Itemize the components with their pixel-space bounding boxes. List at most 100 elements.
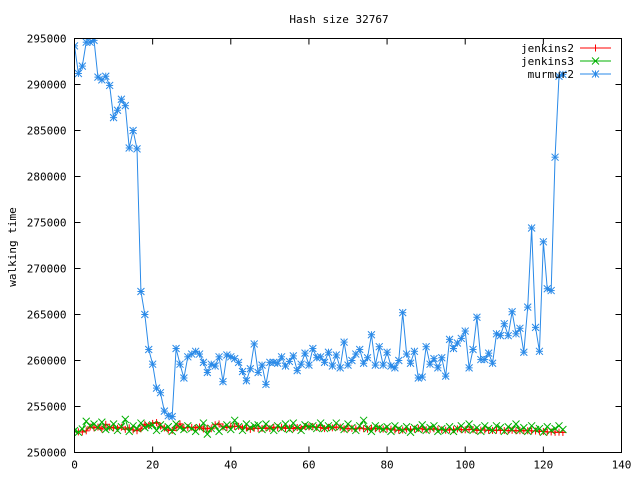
data-point-jenkins3: [391, 421, 399, 430]
data-point-jenkins3: [266, 423, 274, 432]
data-point-murmur2: [465, 364, 473, 372]
data-point-jenkins3: [148, 421, 157, 429]
y-tick-label: 280000: [27, 171, 67, 184]
data-point-murmur2: [379, 361, 388, 369]
data-point-jenkins3: [426, 423, 434, 432]
x-tick-label: 40: [224, 459, 237, 472]
y-tick-label: 285000: [27, 125, 67, 138]
data-point-murmur2: [406, 359, 415, 368]
data-point-murmur2: [523, 303, 532, 311]
data-point-murmur2: [246, 364, 255, 373]
data-point-murmur2: [367, 330, 376, 339]
data-point-jenkins3: [348, 423, 356, 432]
data-point-jenkins3: [551, 424, 559, 433]
data-point-murmur2: [348, 356, 356, 365]
data-point-jenkins3: [121, 415, 130, 424]
data-point-jenkins3: [410, 423, 419, 432]
data-point-murmur2: [422, 342, 430, 351]
data-point-murmur2: [434, 364, 442, 372]
data-point-jenkins3: [281, 420, 290, 428]
data-point-jenkins3: [523, 427, 532, 436]
data-point-murmur2: [531, 323, 540, 332]
y-tick-label: 270000: [27, 263, 67, 276]
data-point-murmur2: [219, 377, 227, 386]
data-point-jenkins2: [258, 424, 266, 432]
data-point-murmur2: [508, 307, 516, 316]
data-point-murmur2: [211, 362, 220, 370]
data-point-murmur2: [266, 358, 274, 367]
data-point-murmur2: [516, 324, 524, 333]
data-point-jenkins3: [293, 423, 302, 432]
data-point-murmur2: [484, 349, 493, 357]
data-point-jenkins3: [516, 426, 524, 435]
data-point-murmur2: [461, 327, 470, 335]
data-point-murmur2: [117, 95, 126, 104]
data-point-jenkins3: [152, 426, 161, 435]
y-tick-label: 255000: [27, 401, 67, 414]
data-point-murmur2: [133, 145, 141, 153]
data-point-murmur2: [195, 350, 204, 358]
plot-series: [74, 38, 567, 438]
data-point-murmur2: [297, 360, 305, 369]
data-point-jenkins2: [211, 421, 219, 429]
data-point-jenkins3: [422, 426, 430, 435]
data-point-murmur2: [437, 353, 446, 362]
data-point-jenkins3: [434, 427, 442, 436]
y-tick-label: 265000: [27, 309, 67, 322]
data-point-murmur2: [488, 359, 497, 368]
data-point-jenkins2: [192, 424, 200, 432]
data-point-murmur2: [383, 348, 391, 357]
data-point-jenkins3: [129, 421, 137, 430]
series-jenkins3: [74, 415, 567, 438]
data-point-murmur2: [332, 351, 341, 359]
data-point-murmur2: [363, 353, 372, 362]
data-point-jenkins3: [492, 421, 501, 430]
data-point-murmur2: [129, 126, 137, 135]
data-point-jenkins3: [308, 421, 317, 430]
data-point-jenkins3: [559, 425, 567, 434]
data-point-murmur2: [168, 412, 177, 421]
data-point-jenkins3: [508, 425, 516, 434]
data-point-murmur2: [457, 334, 466, 343]
data-point-jenkins3: [160, 424, 169, 433]
y-tick-label: 275000: [27, 217, 67, 230]
data-point-jenkins3: [430, 421, 438, 430]
data-point-jenkins3: [480, 421, 489, 430]
data-point-jenkins2: [153, 419, 161, 427]
data-point-murmur2: [156, 388, 165, 397]
data-point-jenkins3: [301, 421, 309, 429]
data-point-jenkins3: [74, 426, 79, 435]
data-point-murmur2: [82, 38, 91, 47]
data-point-jenkins3: [449, 427, 458, 436]
data-point-jenkins3: [133, 424, 141, 433]
legend-label: jenkins2: [521, 42, 574, 55]
data-point-jenkins3: [367, 427, 376, 436]
data-point-murmur2: [180, 374, 188, 382]
plot-area: [74, 38, 567, 438]
y-tick-label: 260000: [27, 355, 67, 368]
data-point-murmur2: [355, 345, 364, 354]
data-point-murmur2: [340, 338, 348, 346]
data-point-jenkins3: [285, 425, 294, 434]
data-point-murmur2: [375, 342, 384, 351]
data-point-murmur2: [336, 364, 345, 372]
data-point-murmur2: [473, 313, 481, 322]
data-point-jenkins2: [156, 422, 164, 430]
legend-label: murmur2: [528, 68, 574, 81]
data-point-jenkins3: [375, 423, 384, 432]
data-point-jenkins3: [140, 423, 149, 432]
data-point-murmur2: [469, 345, 477, 354]
data-point-murmur2: [504, 331, 513, 340]
data-point-murmur2: [254, 368, 262, 377]
data-point-jenkins3: [207, 424, 216, 433]
data-point-jenkins3: [465, 420, 473, 428]
data-point-jenkins3: [117, 422, 126, 431]
data-point-murmur2: [203, 368, 212, 377]
data-point-jenkins3: [320, 424, 329, 433]
data-point-murmur2: [101, 72, 110, 81]
data-point-murmur2: [301, 349, 309, 357]
data-point-murmur2: [527, 224, 536, 232]
data-point-murmur2: [144, 345, 153, 354]
